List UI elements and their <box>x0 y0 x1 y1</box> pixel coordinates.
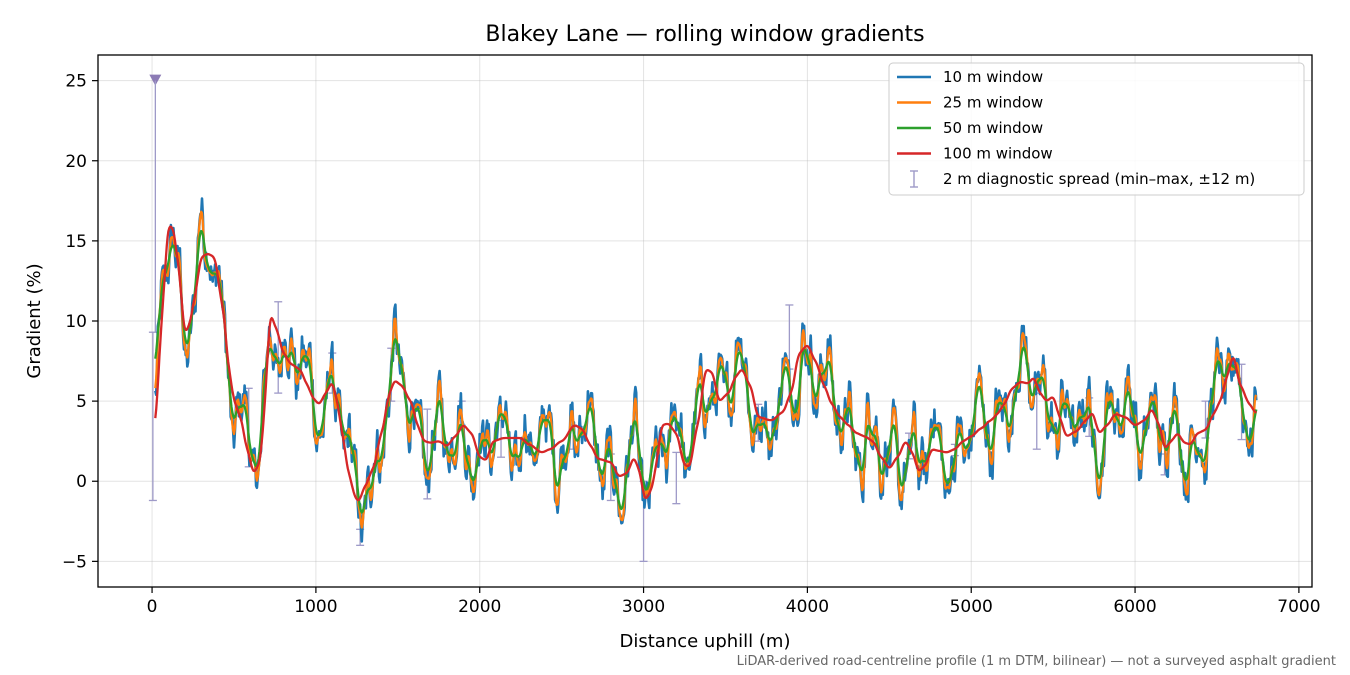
legend-label: 100 m window <box>943 145 1053 163</box>
legend-box <box>888 62 1305 196</box>
x-tick-label: 1000 <box>294 597 337 617</box>
y-tick-label: 10 <box>65 312 87 332</box>
x-tick-label: 6000 <box>1113 597 1156 617</box>
x-tick-label: 5000 <box>950 597 993 617</box>
y-tick-label: 15 <box>65 232 87 252</box>
series-layer <box>148 74 1258 563</box>
x-tick-label: 3000 <box>622 597 665 617</box>
legend-label: 50 m window <box>943 119 1043 137</box>
chart-title: Blakey Lane — rolling window gradients <box>485 22 924 47</box>
x-axis-label: Distance uphill (m) <box>620 631 791 652</box>
x-tick-label: 2000 <box>458 597 501 617</box>
y-tick-label: 25 <box>65 72 87 92</box>
spread-bar <box>274 301 283 394</box>
spread-bar <box>672 451 681 505</box>
legend-label: 25 m window <box>943 94 1043 112</box>
series-line-100m <box>154 225 1257 502</box>
footnote: LiDAR-derived road-centreline profile (1… <box>737 654 1336 669</box>
spread-marker <box>149 74 162 86</box>
legend-label: 2 m diagnostic spread (min–max, ±12 m) <box>943 170 1255 188</box>
x-tick-label: 4000 <box>786 597 829 617</box>
y-tick-label: 5 <box>76 392 87 412</box>
legend-swatch-spread <box>910 170 918 188</box>
legend-label: 10 m window <box>943 68 1043 86</box>
y-tick-label: 0 <box>76 472 87 492</box>
axis-ticks: 0 1000 2000 3000 4000 5000 6000 7000 −5 0 5 10 15 20 2… <box>62 72 1321 617</box>
y-tick-label: −5 <box>62 552 87 572</box>
legend: 10 m window 25 m window 50 m window 100 m w… <box>888 62 1305 196</box>
x-tick-label: 7000 <box>1277 597 1320 617</box>
y-tick-label: 20 <box>65 152 87 172</box>
y-axis-label: Gradient (%) <box>24 263 45 378</box>
x-tick-label: 0 <box>147 597 158 617</box>
